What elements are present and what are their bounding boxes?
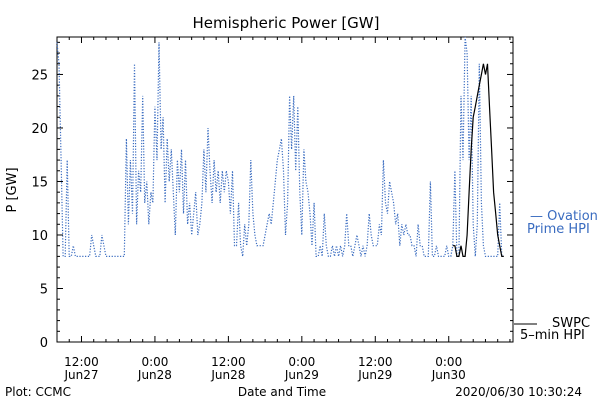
legend-ovation-line2: Prime HPI [527,222,590,237]
legend-swpc: SWPC 5–min HPI [514,316,590,343]
x-tick-label-time: 12:00 [358,355,393,369]
footer-plot-credit: Plot: CCMC [5,385,71,399]
x-tick-label-date: Jun28 [137,368,172,382]
y-tick-label: 25 [31,68,48,83]
legend-swpc-line1: SWPC [552,316,590,331]
x-tick-label-time: 12:00 [64,355,99,369]
x-axis-ticks: 12:00Jun270:00Jun2812:00Jun280:00Jun2912… [56,37,511,382]
x-tick-label-date: Jun28 [210,368,245,382]
plot-border [56,36,514,343]
x-tick-label-date: Jun29 [357,368,392,382]
series-line-ovation [56,36,504,257]
y-axis-ticks: 0 5 10 15 20 25 [31,41,513,351]
series-layer [56,36,504,257]
footer-xlabel: Date and Time [238,385,326,399]
y-axis-label: P [GW] [5,167,20,212]
x-tick-label-date: Jun27 [63,368,98,382]
x-tick-label-date: Jun30 [431,368,466,382]
x-tick-label-time: 12:00 [211,355,246,369]
y-tick-label: 15 [31,175,48,190]
plot-frame [56,36,514,343]
y-tick-label: 10 [31,229,48,244]
x-tick-label-time: 0:00 [288,355,315,369]
x-tick-label-time: 0:00 [435,355,462,369]
y-tick-label: 0 [40,336,48,351]
y-tick-label: 5 [40,282,48,297]
chart-title: Hemispheric Power [GW] [193,14,380,32]
legend-ovation: — Ovation Prime HPI [527,209,598,237]
x-tick-label-date: Jun29 [284,368,319,382]
legend-ovation-line1: — Ovation [530,209,598,224]
x-tick-label-time: 0:00 [141,355,168,369]
footer-timestamp: 2020/06/30 10:30:24 [455,385,582,399]
series-line-swpc [452,63,504,257]
y-tick-label: 20 [31,122,48,137]
legend-swpc-line2: 5–min HPI [520,328,585,343]
